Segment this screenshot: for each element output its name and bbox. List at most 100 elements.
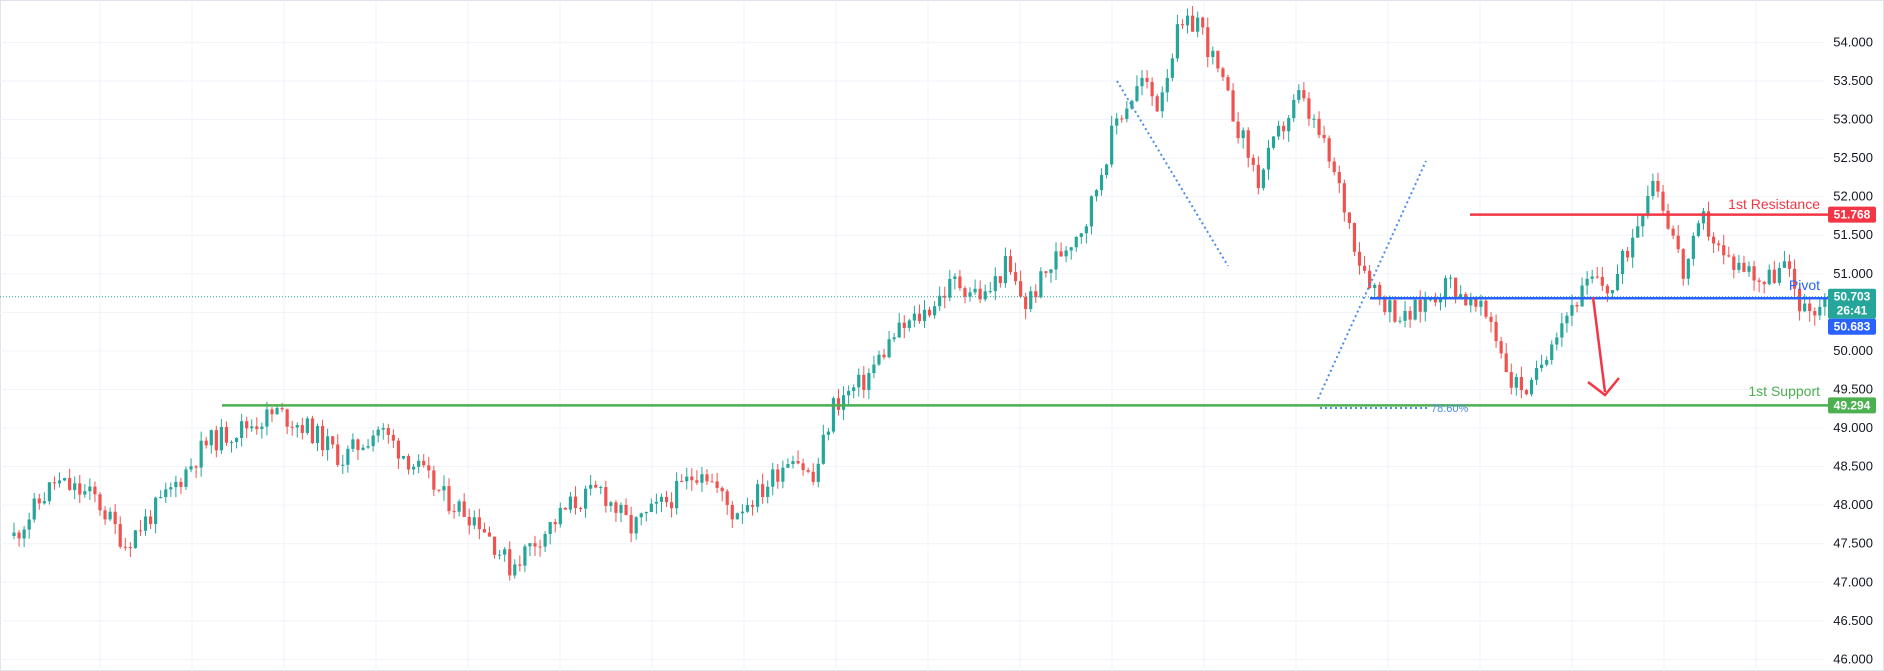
candle-body [826, 431, 830, 435]
candle-body [285, 409, 289, 427]
candle-body [1545, 360, 1549, 365]
candle-body [432, 470, 436, 490]
candle-body [897, 322, 901, 338]
candle-body [1504, 353, 1508, 373]
fib-trendline-1[interactable] [1116, 80, 1229, 267]
candle-body [1651, 180, 1655, 197]
candle-body [1150, 81, 1154, 97]
candle-body [1307, 98, 1311, 119]
fib-trendline-2[interactable] [1317, 160, 1427, 400]
candle-body [1605, 285, 1609, 294]
candle-body [685, 476, 689, 482]
candle-body [933, 306, 937, 316]
last-price-badge-bg[interactable] [1828, 288, 1876, 319]
candle-body [1676, 235, 1680, 250]
candle-body [1641, 215, 1645, 227]
candle-body [589, 484, 593, 489]
candle-body [578, 508, 583, 510]
candle-body [1317, 118, 1321, 135]
candle-body [118, 524, 122, 547]
candle-body [1782, 261, 1787, 268]
candle-body [1696, 223, 1701, 236]
candle-body [245, 421, 249, 429]
candle-body [644, 512, 648, 514]
candle-body [968, 292, 972, 297]
candle-body [796, 461, 800, 464]
candle-body [836, 398, 841, 410]
candle-body [93, 486, 97, 495]
candle-body [1534, 368, 1539, 380]
candle-body [1722, 245, 1726, 256]
last-price-badge: 50.703 [1834, 290, 1871, 304]
candle-body [573, 496, 578, 509]
candle-body [882, 354, 886, 358]
candle-body [108, 511, 112, 520]
candle-body [174, 481, 178, 488]
candle-body [1175, 24, 1180, 59]
candle-body [1261, 169, 1266, 189]
candle-body [523, 546, 527, 566]
candle-body [629, 514, 633, 534]
candle-body [766, 486, 770, 497]
candle-body [528, 543, 532, 547]
candle-body [457, 501, 461, 512]
candle-body [437, 489, 441, 491]
candle-body [1787, 261, 1792, 269]
candle-body [1170, 58, 1174, 78]
candle-body [538, 546, 542, 548]
pivot-price-badge-bg[interactable] [1828, 318, 1876, 335]
candle-body [801, 463, 805, 471]
candle-body [948, 279, 952, 298]
candle-body [791, 461, 795, 465]
candle-body [1818, 306, 1822, 316]
candle-body [346, 448, 350, 465]
candle-body [715, 481, 719, 488]
candle-body [310, 418, 315, 444]
candle-body [452, 511, 456, 513]
candle-body [1757, 280, 1761, 282]
candle-body [821, 434, 825, 464]
candle-body [214, 430, 218, 451]
resistance-price-badge-bg[interactable] [1828, 206, 1876, 223]
y-tick-label: 53.500 [1833, 73, 1873, 88]
candle-body [1661, 191, 1665, 211]
candle-body [128, 547, 132, 549]
candle-body [811, 471, 815, 482]
candle-body [1378, 284, 1382, 298]
price-axis[interactable]: 54.000 53.500 53.000 52.500 52.000 51.500 51.0… [1828, 34, 1876, 666]
candle-body [1408, 310, 1412, 320]
candle-body [1519, 376, 1523, 391]
y-tick-label: 52.000 [1833, 189, 1873, 204]
candle-body [1428, 299, 1432, 301]
candle-body [1524, 390, 1529, 395]
candle-body [194, 466, 198, 468]
candle-body [998, 276, 1002, 284]
support-price-badge-bg[interactable] [1828, 397, 1876, 414]
y-tick-label: 47.000 [1833, 574, 1873, 589]
candle-body [1034, 291, 1038, 298]
candle-body [624, 504, 628, 515]
candle-body [1327, 138, 1331, 162]
candle-body [305, 418, 309, 433]
candle-body [1555, 337, 1559, 345]
candle-body [1231, 90, 1235, 122]
candle-body [1443, 278, 1448, 299]
candle-body [270, 409, 274, 415]
y-tick-label: 51.500 [1833, 227, 1873, 242]
candle-body [973, 288, 977, 293]
y-tick-label: 51.000 [1833, 266, 1873, 281]
candle-body [594, 484, 598, 488]
candle-body [1575, 304, 1579, 307]
candle-body [336, 444, 340, 465]
candle-body [1540, 364, 1544, 369]
candle-body [1656, 180, 1660, 192]
candle-body [472, 517, 476, 526]
candle-body [963, 288, 967, 297]
candle-body [320, 425, 325, 451]
candle-body [204, 440, 208, 446]
candle-body [1474, 298, 1478, 307]
candle-body [1423, 299, 1427, 312]
candle-body [543, 533, 547, 547]
